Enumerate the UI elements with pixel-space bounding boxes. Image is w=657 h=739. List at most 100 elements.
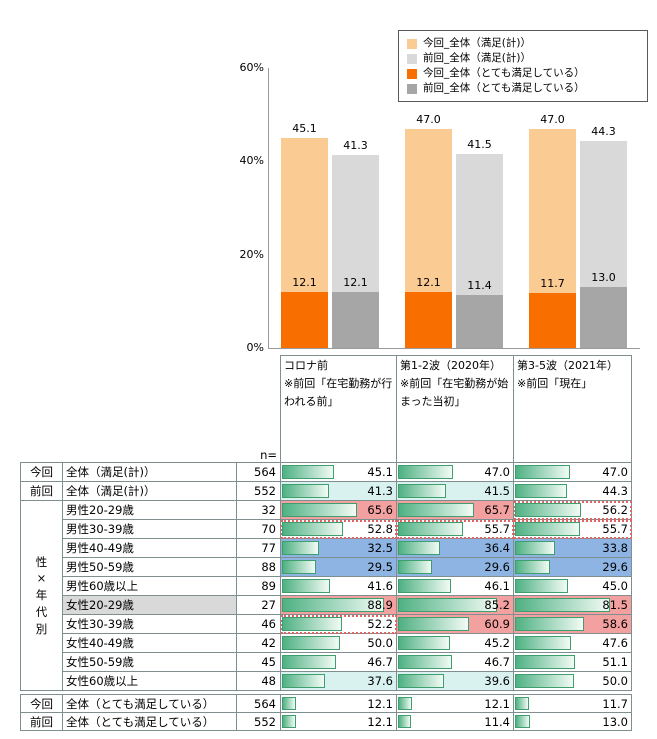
chart-legend: 今回_全体（満足(計)） 前回_全体（満足(計)） 今回_全体（とても満足してい…: [398, 30, 648, 102]
cell-value: 46.7: [484, 655, 510, 669]
cell-data-bar: [515, 697, 529, 710]
value-cell-content: 13.0: [515, 714, 631, 730]
value-cell: 88.9: [280, 595, 397, 615]
cell-data-bar: [515, 636, 571, 650]
value-cell-content: 37.6: [282, 673, 396, 690]
y-axis-tick-label: 40%: [239, 154, 264, 168]
value-cell-content: 45.0: [515, 578, 631, 595]
value-cell-content: 11.7: [515, 696, 631, 712]
value-cell-content: 29.6: [398, 559, 513, 576]
value-cell: 50.0: [280, 633, 397, 653]
value-cell: 55.7: [513, 519, 632, 539]
row-label-cell: 女性60歳以上: [62, 671, 237, 691]
value-cell: 41.5: [396, 481, 514, 501]
value-cell-content: 50.0: [282, 635, 396, 652]
cell-value: 13.0: [602, 714, 628, 729]
value-cell-content: 47.0: [515, 464, 631, 481]
cell-data-bar: [515, 617, 584, 631]
value-cell: 50.0: [513, 671, 632, 691]
value-cell: 39.6: [396, 671, 514, 691]
legend-item-previous-very: 前回_全体（とても満足している）: [407, 82, 639, 95]
value-cell: 32.5: [280, 538, 397, 558]
cell-data-bar: [282, 484, 330, 498]
table-row: 今回 全体（とても満足している） 564 12.1 12.1 11.7: [20, 694, 632, 713]
n-value-cell: 89: [236, 576, 281, 596]
very-satisfied-table: 今回 全体（とても満足している） 564 12.1 12.1 11.7 前回 全体（とても満足…: [20, 694, 632, 731]
bar-value-label: 44.3: [591, 125, 616, 139]
x-axis-line: [268, 348, 640, 349]
value-cell: 12.1: [396, 694, 514, 713]
y-axis-tick-label: 20%: [239, 247, 264, 261]
value-cell: 65.7: [396, 500, 514, 520]
cell-value: 56.2: [602, 503, 628, 517]
value-cell-content: 51.1: [515, 654, 631, 671]
cell-data-bar: [398, 541, 441, 555]
column-header-note: ※前回「在宅勤務が行われる前」: [284, 377, 393, 408]
cell-data-bar: [282, 541, 320, 555]
cell-data-bar: [515, 484, 567, 498]
table-row: 女性40-49歳 42 50.0 45.2 47.6: [21, 633, 632, 653]
table-row: 男性30-39歳 70 52.8 55.7 55.7: [21, 519, 632, 539]
value-cell-content: 36.4: [398, 540, 513, 557]
value-cell: 45.1: [280, 462, 397, 482]
value-cell-content: 41.3: [282, 483, 396, 500]
cell-value: 47.0: [484, 465, 510, 479]
value-cell-content: 55.7: [515, 521, 631, 538]
cell-data-bar: [282, 598, 385, 612]
cell-value: 36.4: [484, 541, 510, 555]
value-cell-content: 11.4: [398, 714, 513, 730]
value-cell: 41.6: [280, 576, 397, 596]
chart-bar-very-current: [529, 293, 576, 348]
value-cell: 52.2: [280, 614, 397, 634]
table-row: 女性20-29歳 27 88.9 85.2 81.5: [21, 595, 632, 615]
row-label-cell: 男性60歳以上: [62, 576, 237, 596]
table-row: 男性50-59歳 88 29.5 29.6 29.6: [21, 557, 632, 577]
bar-value-label: 41.5: [467, 138, 492, 152]
bar-value-label: 12.1: [343, 275, 368, 289]
legend-label: 前回_全体（とても満足している）: [423, 82, 585, 94]
row-label-cell: 男性30-39歳: [62, 519, 237, 539]
row-label-cell: 全体（とても満足している）: [62, 712, 237, 731]
value-cell-content: 65.7: [398, 502, 513, 519]
value-cell-content: 58.6: [515, 616, 631, 633]
row-label-cell: 全体（満足(計)）: [62, 462, 237, 482]
cell-data-bar: [282, 465, 334, 479]
value-cell-content: 85.2: [398, 597, 513, 614]
table-row: 女性30-39歳 46 52.2 60.9 58.6: [21, 614, 632, 634]
value-cell-content: 46.7: [282, 654, 396, 671]
cell-value: 60.9: [484, 617, 510, 631]
value-cell-content: 44.3: [515, 483, 631, 500]
cell-data-bar: [398, 579, 452, 593]
cell-value: 44.3: [602, 484, 628, 498]
value-cell-content: 46.7: [398, 654, 513, 671]
value-cell: 12.1: [280, 694, 397, 713]
value-cell: 85.2: [396, 595, 514, 615]
legend-swatch-current-very: [407, 68, 417, 79]
row-label-cell: 男性40-49歳: [62, 538, 237, 558]
cell-value: 45.0: [602, 579, 628, 593]
cell-data-bar: [398, 674, 444, 688]
column-header-note: ※前回「在宅勤務が始まった当初」: [400, 377, 509, 408]
column-header-title: 第3-5波（2021年）: [517, 359, 618, 372]
cell-value: 12.1: [484, 696, 510, 711]
value-cell: 52.8: [280, 519, 397, 539]
legend-item-previous-total: 前回_全体（満足(計)）: [407, 52, 639, 65]
value-cell-content: 12.1: [282, 696, 396, 712]
value-cell-content: 65.6: [282, 502, 396, 519]
cell-data-bar: [515, 579, 568, 593]
cell-data-bar: [282, 522, 343, 536]
n-value-cell: 45: [236, 652, 281, 672]
legend-item-current-very: 今回_全体（とても満足している）: [407, 67, 639, 80]
cell-value: 32.5: [367, 541, 393, 555]
column-header-cell: コロナ前 ※前回「在宅勤務が行われる前」: [280, 355, 397, 463]
n-value-cell: 552: [236, 712, 281, 731]
table-row: 女性60歳以上 48 37.6 39.6 50.0: [21, 671, 632, 691]
value-cell: 45.2: [396, 633, 514, 653]
n-value-cell: 70: [236, 519, 281, 539]
chart-bar-very-previous: [580, 287, 627, 348]
cell-value: 52.8: [367, 522, 393, 536]
cell-value: 11.4: [484, 714, 510, 729]
value-cell: 81.5: [513, 595, 632, 615]
cell-value: 52.2: [367, 617, 393, 631]
value-cell: 65.6: [280, 500, 397, 520]
